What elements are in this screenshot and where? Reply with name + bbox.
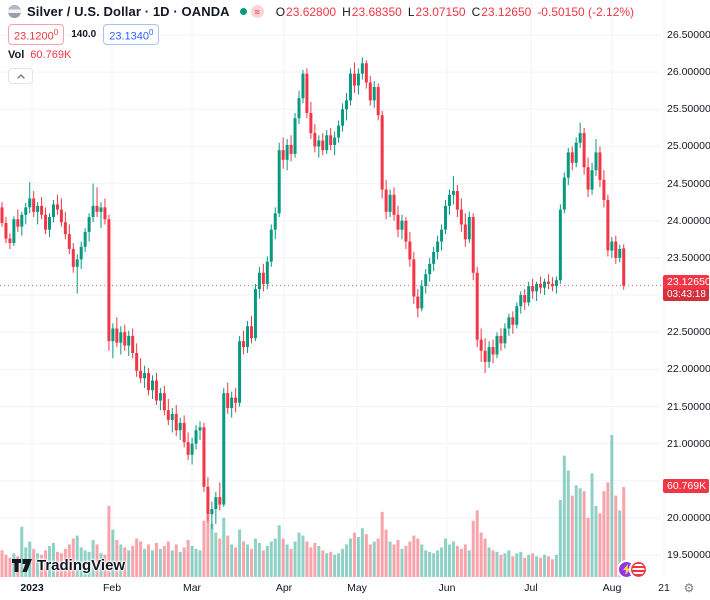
market-open-dot-icon [239, 8, 247, 15]
price-tick-label: 23.50000 [667, 251, 710, 264]
spread-value: 140.0 [71, 29, 97, 40]
price-axis[interactable]: 23.12650 03:43:18 60.769K 26.50000 26.000… [661, 0, 710, 577]
price-tick-label: 26.50000 [667, 29, 710, 41]
price-tick-label: 21.00000 [667, 437, 710, 450]
lightning-icon [622, 564, 631, 575]
ask-value: 23.1340 [109, 30, 150, 43]
time-tick-label: Apr [275, 582, 293, 594]
gear-icon[interactable]: ⚙ [683, 581, 695, 595]
price-tick-label: 20.00000 [667, 511, 710, 524]
instrument-logo-icon [8, 5, 21, 18]
bar-countdown: 03:43:18 [663, 288, 709, 301]
candlestick-chart[interactable] [0, 0, 710, 577]
bid-pip-fraction: 0 [53, 27, 59, 37]
tradingview-logo[interactable]: TradingView [12, 557, 125, 574]
price-tick-label: 21.50000 [667, 400, 710, 413]
last-price-label: 23.12650 03:43:18 [663, 274, 709, 301]
price-tick-label: 25.00000 [667, 140, 710, 153]
chevron-up-icon [16, 73, 25, 79]
price-tick-label: 24.50000 [667, 177, 710, 190]
legend-row-volume: Vol 60.769K [8, 48, 634, 62]
high-label: H [342, 4, 351, 19]
open-label: O [275, 4, 286, 19]
high-value: 23.68350 [351, 4, 402, 19]
time-tick-label: Jun [438, 582, 456, 594]
tradingview-logo-text: TradingView [37, 557, 126, 574]
time-tick-label: 21 [658, 582, 670, 594]
price-tick-label: 22.50000 [667, 326, 710, 339]
collapse-legend-button[interactable] [8, 68, 33, 84]
price-tick-label: 24.00000 [667, 214, 710, 227]
bid-price-button[interactable]: 23.12000 [8, 23, 65, 46]
symbol-title[interactable]: Silver / U.S. Dollar · 1D · OANDA [27, 4, 230, 19]
bid-value: 23.1200 [14, 30, 54, 43]
legend-row-main: Silver / U.S. Dollar · 1D · OANDA ≈ O 23… [8, 3, 634, 20]
change-value: -0.50150 (-2.12%) [537, 4, 635, 19]
ohlc-readout: O 23.62800 H 23.68350 L 23.07150 C 23.12… [276, 5, 634, 19]
low-label: L [407, 4, 415, 19]
time-tick-label: Mar [182, 582, 202, 594]
legend-row-quotes: 23.12000 140.0 23.13400 [8, 23, 634, 46]
ask-pip-fraction: 0 [149, 27, 154, 37]
open-value: 23.62800 [286, 4, 337, 19]
price-tick-label: 22.00000 [667, 363, 710, 376]
time-tick-label: 2023 [20, 582, 44, 594]
volume-axis-label: 60.769K [663, 479, 709, 494]
price-tick-label: 19.50000 [667, 549, 710, 562]
legend: Silver / U.S. Dollar · 1D · OANDA ≈ O 23… [8, 3, 634, 84]
time-tick-label: Feb [102, 582, 122, 594]
tradingview-logo-icon [12, 559, 32, 572]
low-value: 23.07150 [415, 4, 466, 19]
price-tick-label: 25.50000 [667, 103, 710, 116]
delayed-data-icon[interactable]: ≈ [250, 5, 264, 18]
volume-label: Vol [8, 49, 25, 61]
price-tick-label: 26.00000 [667, 66, 710, 79]
time-tick-label: Aug [602, 582, 622, 594]
close-label: C [471, 4, 481, 19]
close-value: 23.12650 [481, 4, 532, 19]
last-price-value: 23.12650 [667, 275, 709, 288]
ask-price-button[interactable]: 23.13400 [103, 23, 160, 46]
time-tick-label: May [347, 582, 367, 594]
volume-value: 60.769K [30, 49, 72, 61]
flag-badge[interactable] [629, 560, 648, 579]
time-tick-label: Jul [524, 582, 538, 594]
time-axis[interactable]: ⚙ 2023 Feb Mar Apr May Jun Jul Aug 21 [0, 577, 710, 600]
